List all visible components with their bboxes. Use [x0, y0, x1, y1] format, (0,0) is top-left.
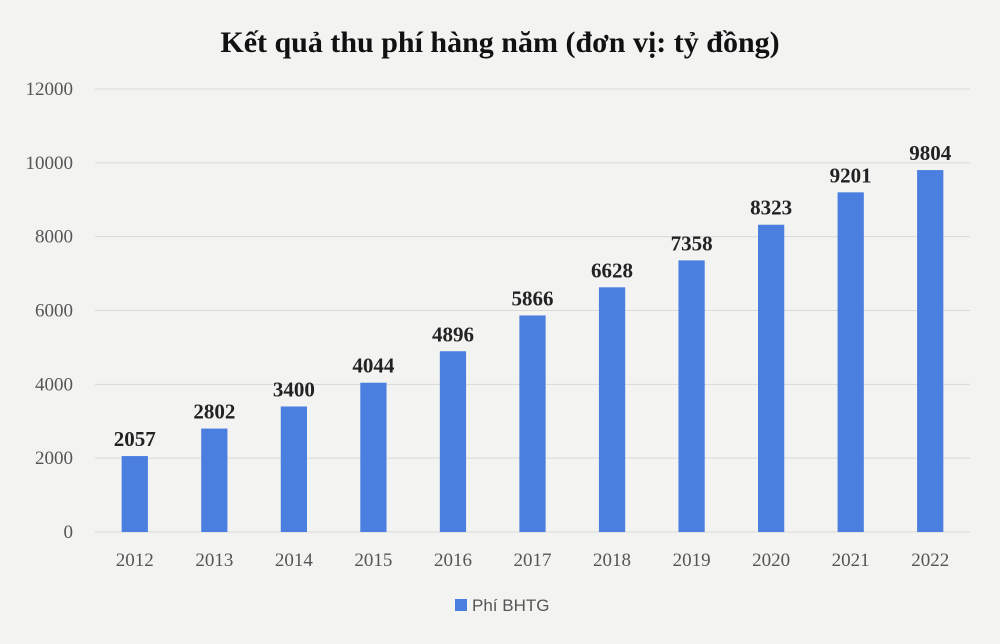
y-tick-label: 2000	[35, 448, 73, 469]
data-label-2013: 2802	[193, 400, 235, 424]
x-tick-label: 2016	[434, 550, 472, 571]
legend: Phí BHTG	[455, 596, 549, 615]
y-tick-label: 8000	[35, 227, 73, 248]
bar-2015	[360, 382, 387, 532]
data-label-2021: 9201	[830, 163, 872, 187]
x-tick-label: 2020	[752, 550, 790, 571]
data-label-2017: 5866	[512, 286, 554, 310]
bar-2021	[837, 192, 864, 532]
bar-2014	[280, 406, 307, 532]
data-label-2018: 6628	[591, 258, 633, 282]
y-tick-label: 12000	[26, 79, 74, 100]
chart-title: Kết quả thu phí hàng năm (đơn vị: tỷ đồn…	[220, 26, 779, 59]
legend-swatch	[455, 599, 467, 611]
data-labels: 2057 2802 3400 4044 4896 5866 6628 7358 8323 9201…	[114, 141, 952, 451]
y-tick-label: 4000	[35, 374, 73, 395]
bar-2019	[678, 260, 705, 532]
data-label-2020: 8323	[750, 196, 792, 220]
data-label-2015: 4044	[352, 354, 395, 378]
x-tick-label: 2018	[593, 550, 631, 571]
data-label-2019: 7358	[671, 231, 713, 255]
bar-2012	[121, 456, 148, 532]
legend-label: Phí BHTG	[472, 596, 549, 615]
bar-2017	[519, 315, 546, 532]
y-tick-label: 0	[64, 522, 74, 543]
x-axis-ticks: 2012 2013 2014 2015 2016 2017 2018 2019 2020 2021…	[116, 550, 949, 571]
x-tick-label: 2012	[116, 550, 154, 571]
bars	[121, 170, 944, 532]
x-tick-label: 2019	[673, 550, 711, 571]
bar-2018	[598, 287, 626, 532]
bar-2022	[917, 170, 944, 532]
x-tick-label: 2022	[911, 550, 949, 571]
bar-2013	[201, 428, 228, 532]
x-tick-label: 2021	[832, 550, 870, 571]
x-tick-label: 2013	[195, 550, 233, 571]
x-tick-label: 2015	[354, 550, 392, 571]
bar-2016	[439, 351, 467, 532]
data-label-2016: 4896	[432, 322, 474, 346]
y-axis-ticks: 0 2000 4000 6000 8000 10000 12000	[26, 79, 74, 543]
x-tick-label: 2014	[275, 550, 314, 571]
data-label-2014: 3400	[273, 377, 315, 401]
data-label-2022: 9804	[909, 141, 952, 165]
data-label-2012: 2057	[114, 427, 156, 451]
y-tick-label: 10000	[26, 153, 74, 174]
x-tick-label: 2017	[514, 550, 552, 571]
bar-2020	[758, 224, 785, 532]
y-tick-label: 6000	[35, 301, 73, 322]
